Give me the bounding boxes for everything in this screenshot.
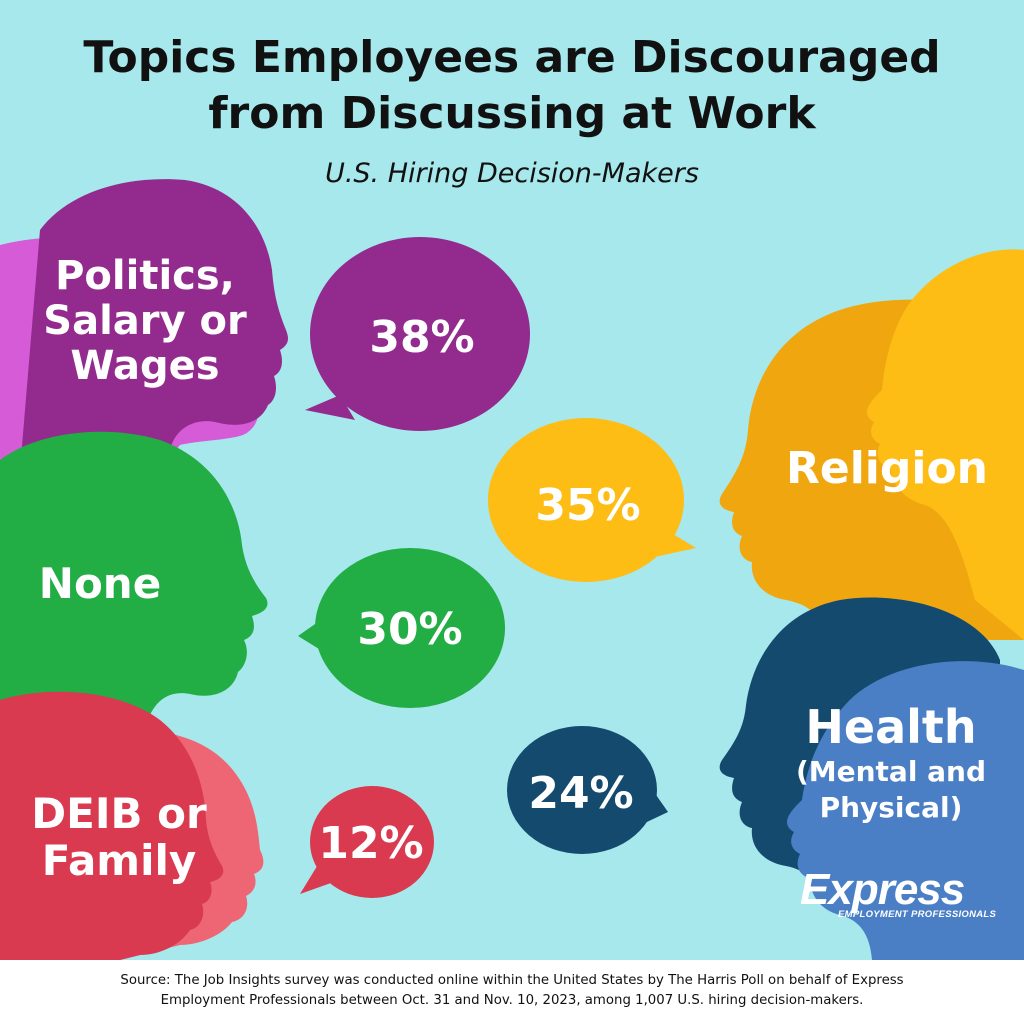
page-subtitle: U.S. Hiring Decision-Makers xyxy=(325,158,699,189)
page-title: Topics Employees are Discouraged from Di… xyxy=(83,32,941,139)
label-politics: Politics, Salary or Wages xyxy=(30,254,260,388)
label-politics-line-1: Politics, xyxy=(55,253,235,299)
source-footnote: Source: The Job Insights survey was cond… xyxy=(0,960,1024,1024)
label-deib: DEIB or Family xyxy=(16,790,222,884)
bubble-politics xyxy=(305,237,530,431)
bubble-body-deib xyxy=(310,786,434,898)
bubble-body-politics xyxy=(310,237,530,431)
value-label-religion: 35% xyxy=(535,480,641,531)
bubble-none xyxy=(298,548,505,708)
value-label-none: 30% xyxy=(357,604,463,655)
label-deib-line-1: DEIB or xyxy=(31,789,207,838)
bubble-religion xyxy=(488,418,696,582)
bubble-body-none xyxy=(315,548,505,708)
value-label-deib: 12% xyxy=(318,818,424,869)
bubble-health xyxy=(507,726,668,854)
religion-back-head xyxy=(867,249,1024,641)
health-back-head xyxy=(787,661,1024,960)
bubble-tail-deib xyxy=(300,858,345,894)
politics-front-head xyxy=(20,179,288,471)
logo-wordmark: Express xyxy=(800,865,965,914)
express-logo: Express EMPLOYMENT PROFESSIONALS xyxy=(800,865,1005,921)
source-line-1: Source: The Job Insights survey was cond… xyxy=(120,973,904,988)
infographic-canvas: Topics Employees are Discouraged from Di… xyxy=(0,32,1024,960)
label-health-sub-1: (Mental and xyxy=(795,754,987,788)
label-none: None xyxy=(38,559,162,608)
label-religion: Religion xyxy=(785,443,989,494)
label-health-title: Health xyxy=(805,700,977,754)
label-health-sub-2: Physical) xyxy=(819,790,963,824)
label-politics-line-3: Wages xyxy=(70,342,220,389)
source-line-2: Employment Professionals between Oct. 31… xyxy=(160,993,864,1008)
bubble-body-religion xyxy=(488,418,684,582)
deib-front-head xyxy=(0,691,224,960)
bubble-deib xyxy=(300,786,434,898)
logo-tagline: EMPLOYMENT PROFESSIONALS xyxy=(838,909,997,920)
artwork xyxy=(0,179,1024,960)
value-label-health: 24% xyxy=(528,768,634,819)
label-deib-line-2: Family xyxy=(41,836,197,886)
bubble-body-health xyxy=(507,726,657,854)
label-health: Health (Mental and Physical) xyxy=(778,700,1004,826)
none-front-head xyxy=(0,431,268,720)
value-label-politics: 38% xyxy=(369,312,475,363)
label-politics-line-2: Salary or xyxy=(43,297,247,344)
